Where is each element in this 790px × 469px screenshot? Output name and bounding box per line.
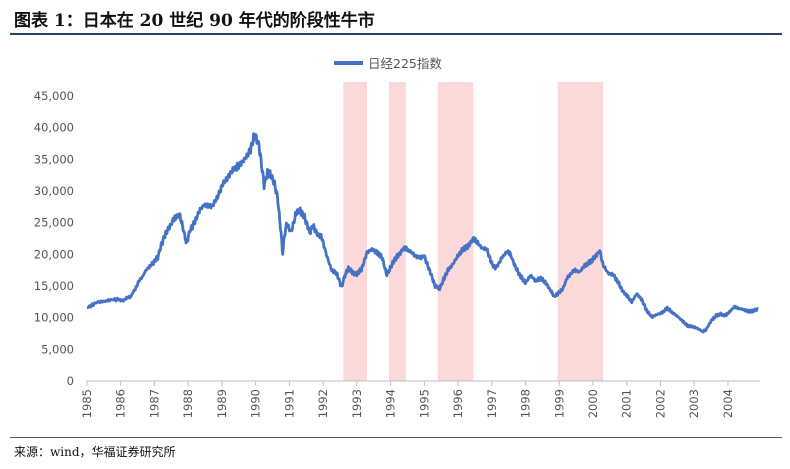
y-tick-label: 15,000 <box>34 279 74 293</box>
x-tick-label: 1999 <box>552 389 566 418</box>
x-axis-ticks: 1985 1986 1987 1988 1989 1990 1991 1992 1993 1994… <box>80 381 735 418</box>
y-tick-label: 20,000 <box>34 247 74 261</box>
legend-label: 日经225指数 <box>368 56 442 71</box>
y-tick-label: 0 <box>67 374 74 388</box>
source-divider <box>10 437 782 438</box>
x-tick-label: 1987 <box>147 389 161 418</box>
x-tick-label: 2001 <box>620 389 634 418</box>
x-tick-label: 2003 <box>687 389 701 418</box>
series-layer <box>86 132 760 334</box>
x-tick-label: 1994 <box>384 389 398 418</box>
y-tick-label: 30,000 <box>34 184 74 198</box>
highlight-band-2 <box>388 82 406 381</box>
x-tick-label: 1997 <box>485 389 499 418</box>
title-divider <box>10 33 782 35</box>
highlight-bands <box>343 82 604 381</box>
x-tick-label: 2002 <box>653 389 667 418</box>
series-line-1 <box>86 132 760 334</box>
x-tick-label: 1985 <box>80 389 94 418</box>
x-tick-label: 1991 <box>282 389 296 418</box>
x-tick-label: 1995 <box>417 389 431 418</box>
source-note: 来源：wind，华福证券研究所 <box>14 445 176 459</box>
x-tick-label: 1986 <box>114 389 128 418</box>
y-tick-label: 40,000 <box>34 121 74 135</box>
y-axis-ticks: 0 5,000 10,000 15,000 20,000 25,000 30,000 35,0… <box>34 89 74 388</box>
figure-title: 图表 1：日本在 20 世纪 90 年代的阶段性牛市 <box>14 11 375 31</box>
x-tick-label: 1998 <box>519 389 533 418</box>
x-tick-label: 1993 <box>350 389 364 418</box>
x-tick-label: 2000 <box>586 389 600 418</box>
x-tick-label: 2004 <box>721 389 735 418</box>
highlight-band-1 <box>343 82 367 381</box>
highlight-band-3 <box>437 82 474 381</box>
x-tick-label: 1996 <box>451 389 465 418</box>
y-tick-label: 45,000 <box>34 89 74 103</box>
highlight-band-4 <box>557 82 604 381</box>
legend: 日经225指数 <box>334 56 442 71</box>
x-tick-label: 1988 <box>181 389 195 418</box>
y-tick-label: 25,000 <box>34 216 74 230</box>
y-tick-label: 10,000 <box>34 311 74 325</box>
y-tick-label: 5,000 <box>41 342 74 356</box>
x-tick-label: 1992 <box>316 389 330 418</box>
x-tick-label: 1989 <box>215 389 229 418</box>
x-tick-label: 1990 <box>249 389 263 418</box>
y-tick-label: 35,000 <box>34 152 74 166</box>
